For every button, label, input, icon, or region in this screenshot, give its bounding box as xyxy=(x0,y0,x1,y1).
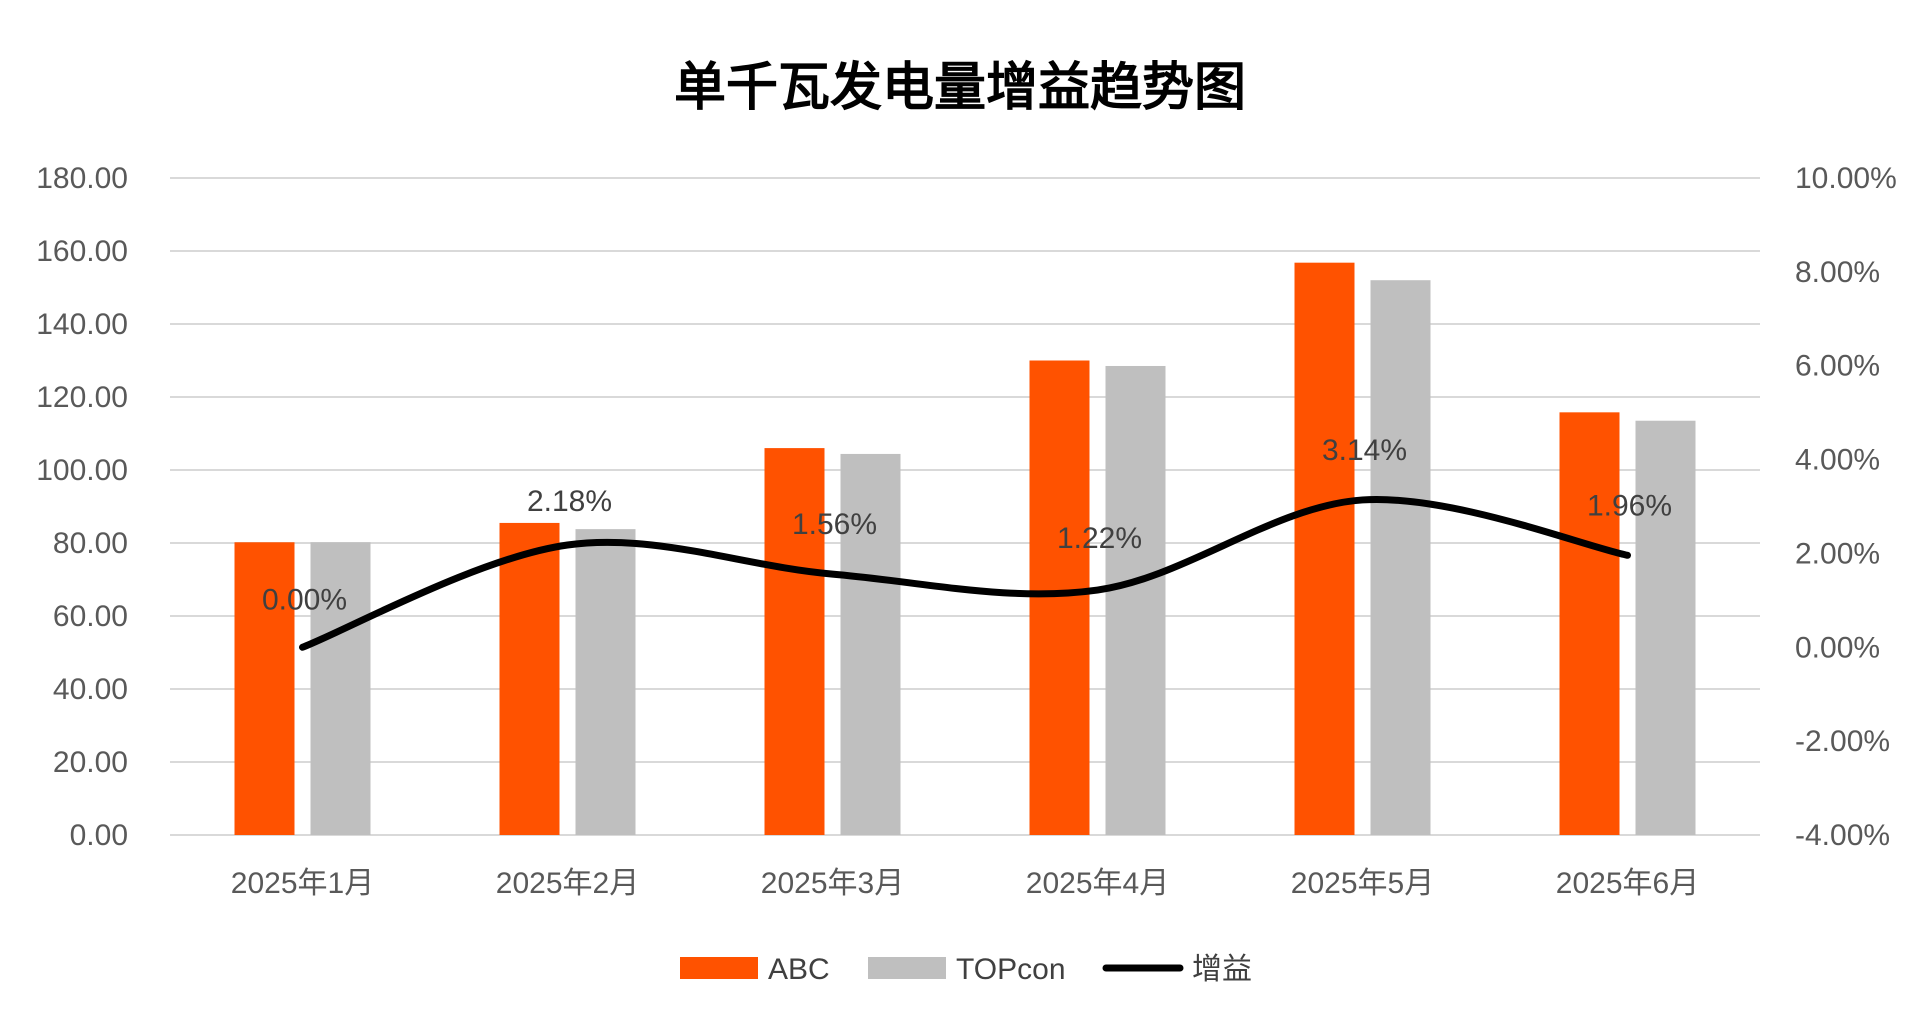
bar-abc xyxy=(764,448,825,835)
legend-swatch-topcon xyxy=(868,957,946,979)
data-labels: 0.00% 2.18% 1.56% 1.22% 3.14% 1.96% xyxy=(262,434,1672,616)
right-tick-label: 10.00% xyxy=(1795,162,1897,195)
right-tick-label: 6.00% xyxy=(1795,350,1880,383)
legend-label-topcon: TOPcon xyxy=(956,953,1066,986)
left-tick-label: 20.00 xyxy=(53,746,128,779)
left-tick-label: 100.00 xyxy=(36,454,128,487)
left-tick-label: 0.00 xyxy=(70,819,128,852)
bar-topcon xyxy=(840,453,901,835)
legend-label-abc: ABC xyxy=(768,953,830,986)
legend: ABC TOPcon 增益 xyxy=(680,953,1252,986)
bars xyxy=(234,262,1696,835)
bar-abc xyxy=(1029,360,1090,835)
gain-line xyxy=(299,495,1631,651)
right-tick-label: 0.00% xyxy=(1795,631,1880,664)
bar-abc xyxy=(499,522,560,835)
right-tick-label: 8.00% xyxy=(1795,256,1880,289)
category-label: 2025年4月 xyxy=(1026,867,1169,900)
gain-data-label: 0.00% xyxy=(262,583,347,616)
left-tick-label: 120.00 xyxy=(36,381,128,414)
left-tick-label: 180.00 xyxy=(36,162,128,195)
legend-swatch-abc xyxy=(680,957,758,979)
bar-topcon xyxy=(1105,365,1166,835)
bar-topcon xyxy=(310,542,371,835)
category-label: 2025年2月 xyxy=(496,867,639,900)
left-tick-label: 140.00 xyxy=(36,308,128,341)
left-tick-label: 80.00 xyxy=(53,527,128,560)
right-tick-label: 4.00% xyxy=(1795,444,1880,477)
category-label: 2025年1月 xyxy=(231,867,374,900)
gain-data-label: 3.14% xyxy=(1322,434,1407,467)
category-axis-labels: 2025年1月 2025年2月 2025年3月 2025年4月 2025年5月 2025年… xyxy=(231,867,1699,900)
gain-line-group xyxy=(299,495,1631,651)
gridlines xyxy=(170,177,1760,836)
chart-title: 单千瓦发电量增益趋势图 xyxy=(674,58,1246,118)
bar-abc xyxy=(234,542,295,835)
right-axis-ticks: -4.00% -2.00% 0.00% 2.00% 4.00% 6.00% 8.00% 10.… xyxy=(1795,162,1897,852)
gain-data-label: 1.56% xyxy=(792,508,877,541)
category-label: 2025年6月 xyxy=(1556,867,1699,900)
gain-data-label: 1.96% xyxy=(1587,489,1672,522)
bar-topcon xyxy=(575,529,636,835)
bar-topcon xyxy=(1370,280,1431,835)
left-tick-label: 60.00 xyxy=(53,600,128,633)
right-tick-label: 2.00% xyxy=(1795,537,1880,570)
left-tick-label: 160.00 xyxy=(36,235,128,268)
left-axis-ticks: 0.00 20.00 40.00 60.00 80.00 100.00 120.00 140.… xyxy=(36,162,128,852)
left-tick-label: 40.00 xyxy=(53,673,128,706)
gain-data-label: 1.22% xyxy=(1057,522,1142,555)
bar-abc xyxy=(1294,262,1355,835)
right-tick-label: -2.00% xyxy=(1795,725,1890,758)
bar-topcon xyxy=(1635,420,1696,835)
right-tick-label: -4.00% xyxy=(1795,819,1890,852)
legend-label-gain: 增益 xyxy=(1192,953,1252,986)
bar-abc xyxy=(1559,412,1620,835)
category-label: 2025年5月 xyxy=(1291,867,1434,900)
category-label: 2025年3月 xyxy=(761,867,904,900)
gain-data-label: 2.18% xyxy=(527,485,612,518)
